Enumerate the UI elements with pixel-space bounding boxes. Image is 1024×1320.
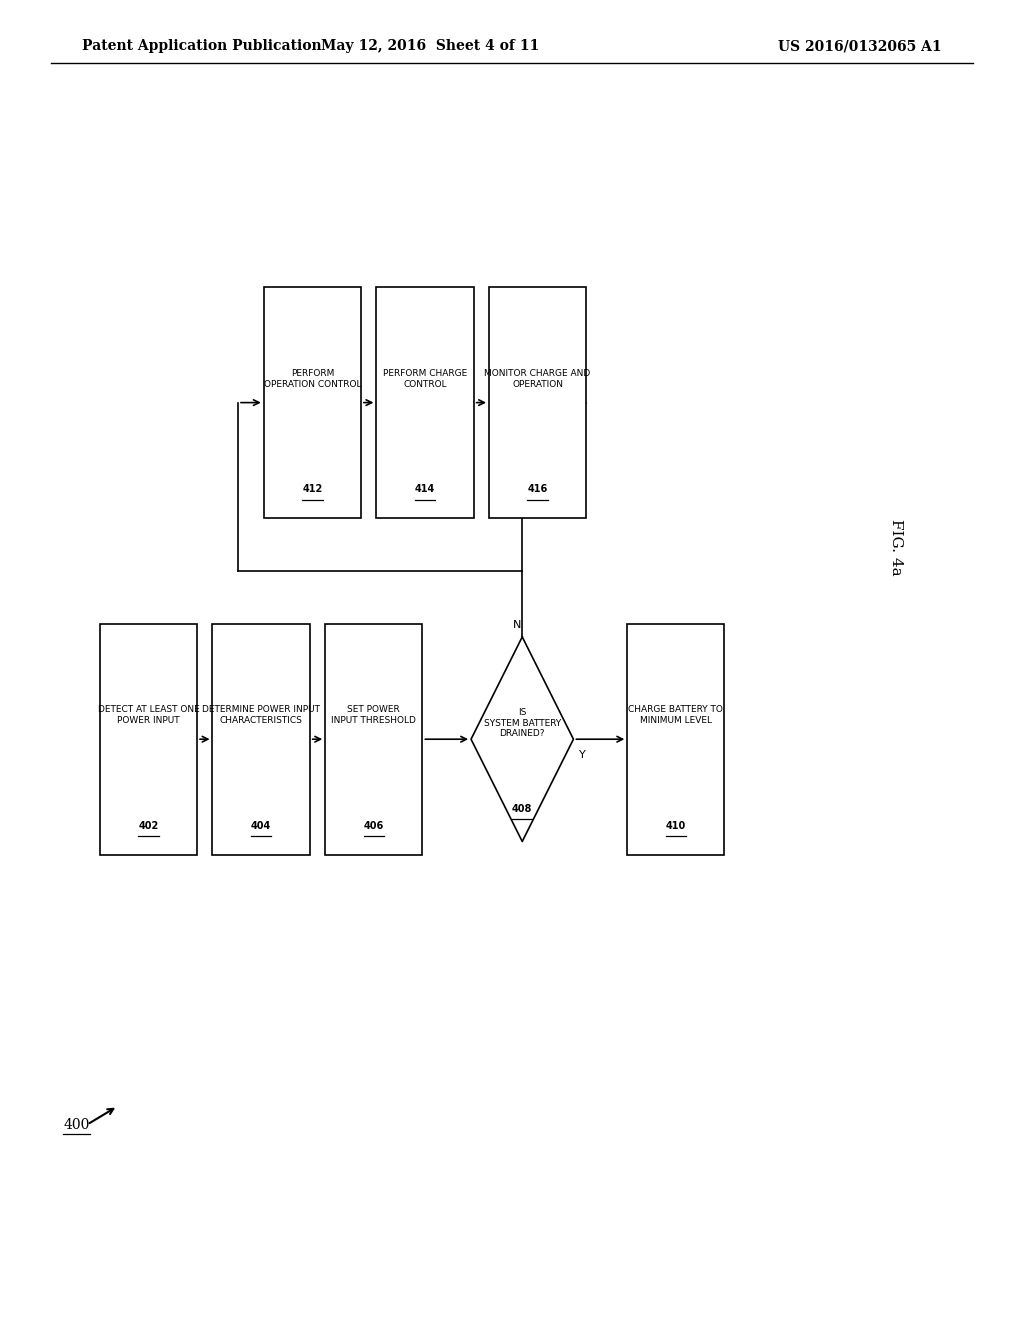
Text: IS
SYSTEM BATTERY
DRAINED?: IS SYSTEM BATTERY DRAINED?	[483, 709, 561, 738]
Text: DETECT AT LEAST ONE
POWER INPUT: DETECT AT LEAST ONE POWER INPUT	[97, 705, 200, 726]
Text: 400: 400	[63, 1118, 90, 1131]
Bar	[489, 288, 586, 519]
Text: PERFORM CHARGE
CONTROL: PERFORM CHARGE CONTROL	[383, 368, 467, 389]
Text: DETERMINE POWER INPUT
CHARACTERISTICS: DETERMINE POWER INPUT CHARACTERISTICS	[202, 705, 321, 726]
Text: Patent Application Publication: Patent Application Publication	[82, 40, 322, 53]
Bar	[264, 288, 361, 519]
Bar	[99, 623, 197, 855]
Bar	[627, 623, 725, 855]
Text: CHARGE BATTERY TO
MINIMUM LEVEL: CHARGE BATTERY TO MINIMUM LEVEL	[629, 705, 723, 726]
Text: 410: 410	[666, 821, 686, 830]
Text: SET POWER
INPUT THRESHOLD: SET POWER INPUT THRESHOLD	[332, 705, 416, 726]
Text: 404: 404	[251, 821, 271, 830]
Text: MONITOR CHARGE AND
OPERATION: MONITOR CHARGE AND OPERATION	[484, 368, 591, 389]
Text: Y: Y	[579, 750, 586, 760]
Text: 416: 416	[527, 484, 548, 494]
Bar	[326, 623, 422, 855]
Text: FIG. 4a: FIG. 4a	[889, 520, 903, 576]
Text: 406: 406	[364, 821, 384, 830]
Text: 402: 402	[138, 821, 159, 830]
Text: PERFORM
OPERATION CONTROL: PERFORM OPERATION CONTROL	[263, 368, 361, 389]
Text: N: N	[513, 620, 521, 631]
Text: US 2016/0132065 A1: US 2016/0132065 A1	[778, 40, 942, 53]
Text: May 12, 2016  Sheet 4 of 11: May 12, 2016 Sheet 4 of 11	[321, 40, 540, 53]
Bar	[377, 288, 473, 519]
Text: 412: 412	[302, 484, 323, 494]
Bar	[213, 623, 309, 855]
Text: 414: 414	[415, 484, 435, 494]
Polygon shape	[471, 638, 573, 842]
Text: 408: 408	[512, 804, 532, 813]
